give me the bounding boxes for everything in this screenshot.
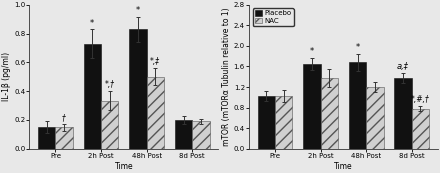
Bar xyxy=(101,101,118,149)
Bar xyxy=(321,78,338,149)
Bar xyxy=(275,96,292,149)
Bar xyxy=(412,109,429,149)
X-axis label: Time: Time xyxy=(334,162,353,171)
Text: *,‡: *,‡ xyxy=(150,57,160,66)
Text: *,#,†: *,#,† xyxy=(411,95,430,104)
Legend: Placebo, NAC: Placebo, NAC xyxy=(253,8,293,26)
Bar xyxy=(349,62,366,149)
Bar xyxy=(129,29,147,149)
Bar xyxy=(258,96,275,149)
Bar xyxy=(55,127,73,149)
Y-axis label: mTOR (mTORα Tubulin relative to 1): mTOR (mTORα Tubulin relative to 1) xyxy=(222,7,231,146)
Bar xyxy=(38,127,55,149)
Text: *: * xyxy=(136,6,140,15)
Bar xyxy=(192,121,209,149)
Bar xyxy=(84,44,101,149)
Text: a,‡: a,‡ xyxy=(397,62,409,71)
Text: *: * xyxy=(310,47,314,56)
Bar xyxy=(147,77,164,149)
Text: *: * xyxy=(356,43,359,52)
Bar xyxy=(175,120,192,149)
Y-axis label: IL-1β (pg/ml): IL-1β (pg/ml) xyxy=(2,52,11,101)
Text: †: † xyxy=(62,113,66,122)
Bar xyxy=(366,87,384,149)
Bar xyxy=(395,78,412,149)
Text: *: * xyxy=(90,19,95,28)
X-axis label: Time: Time xyxy=(114,162,133,171)
Bar xyxy=(303,64,321,149)
Text: *,†: *,† xyxy=(105,80,115,89)
